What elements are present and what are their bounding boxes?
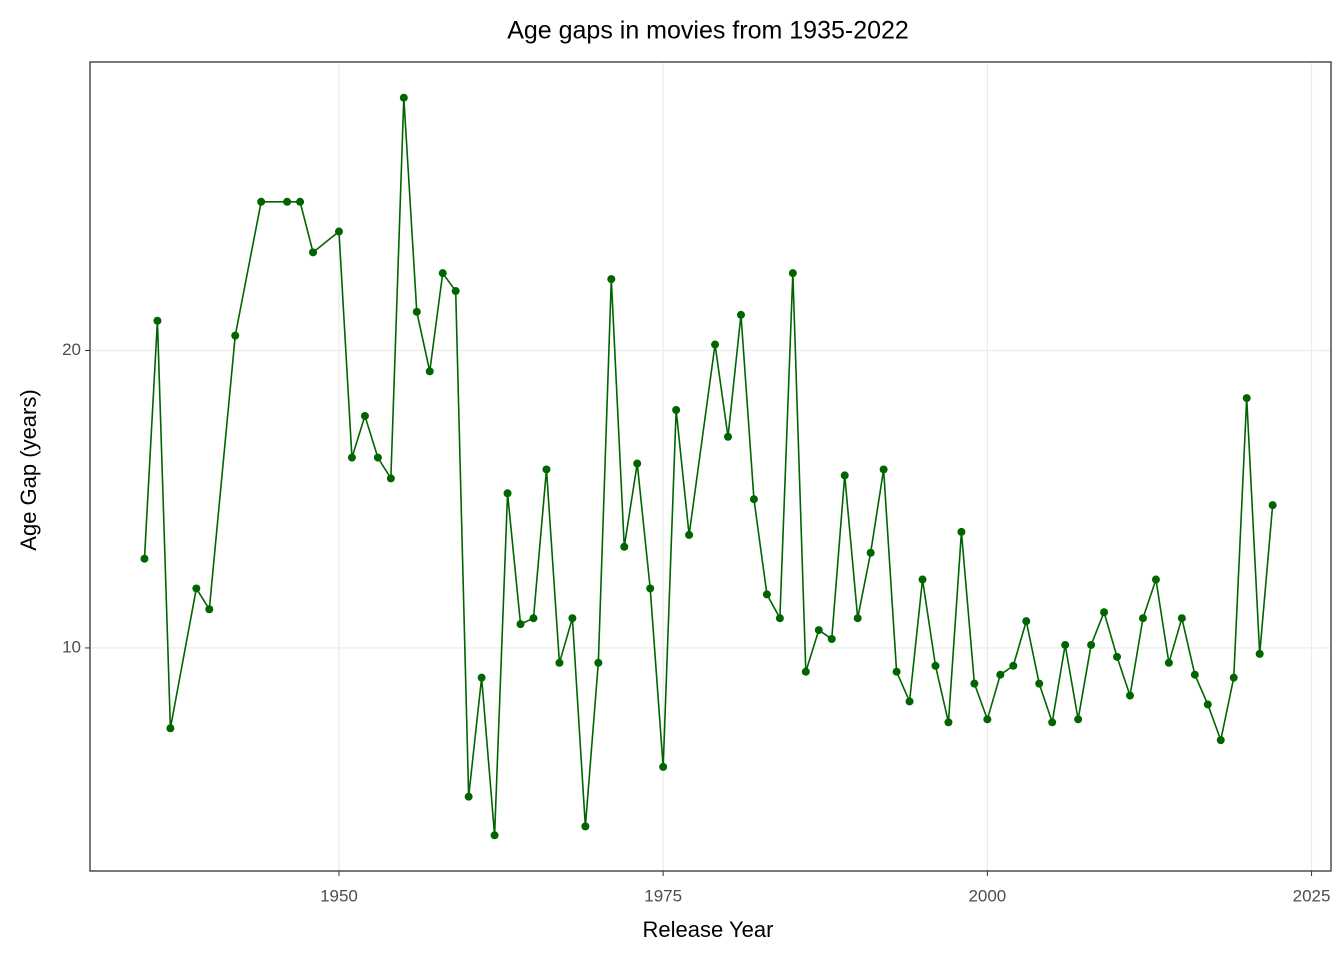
data-point [1087, 640, 1096, 649]
data-point [944, 718, 953, 727]
data-point [879, 465, 888, 474]
data-point [620, 542, 629, 551]
data-point [399, 93, 408, 102]
data-point [1022, 617, 1031, 626]
data-point [931, 661, 940, 670]
data-point [257, 197, 266, 206]
data-point [373, 453, 382, 462]
data-point [1138, 614, 1147, 623]
data-point [360, 411, 369, 420]
series-line [143, 97, 1274, 836]
data-point [1203, 700, 1212, 709]
data-point [581, 822, 590, 831]
data-point [1216, 736, 1225, 745]
data-point [840, 471, 849, 480]
data-point [905, 697, 914, 706]
data-point [412, 307, 421, 316]
data-point [853, 614, 862, 623]
data-point [296, 197, 305, 206]
data-point [672, 405, 681, 414]
plot-border [89, 61, 1332, 872]
data-point [490, 831, 499, 840]
x-tick-label: 1950 [320, 886, 358, 905]
data-point [1242, 394, 1251, 403]
data-point [736, 310, 745, 319]
x-tick-label: 2025 [1293, 886, 1331, 905]
data-point [1113, 652, 1122, 661]
data-point [1268, 501, 1277, 510]
data-point [140, 554, 149, 563]
data-point [1100, 608, 1109, 617]
data-point [529, 614, 538, 623]
data-point [814, 626, 823, 635]
data-point [438, 269, 447, 278]
data-point [516, 620, 525, 629]
chart-title: Age gaps in movies from 1935-2022 [507, 17, 909, 45]
data-point [594, 658, 603, 667]
data-point [983, 715, 992, 724]
data-point [555, 658, 564, 667]
data-point [231, 331, 240, 340]
data-point [918, 575, 927, 584]
data-point [451, 287, 460, 296]
data-point [1190, 670, 1199, 679]
data-point [762, 590, 771, 599]
data-point [1074, 715, 1083, 724]
y-tick-label: 10 [62, 637, 81, 656]
data-point [1009, 661, 1018, 670]
data-point [542, 465, 551, 474]
y-axis-label: Age Gap (years) [16, 389, 41, 550]
data-point [646, 584, 655, 593]
data-point [347, 453, 356, 462]
data-point [1164, 658, 1173, 667]
data-point [283, 197, 292, 206]
data-point [892, 667, 901, 676]
data-point [711, 340, 720, 349]
data-point [866, 548, 875, 557]
data-point [1229, 673, 1238, 682]
data-point [334, 227, 343, 236]
data-point [659, 762, 668, 771]
data-point [1061, 640, 1070, 649]
data-point [827, 635, 836, 644]
data-point [503, 489, 512, 498]
data-point [464, 792, 473, 801]
data-point [192, 584, 201, 593]
data-point [633, 459, 642, 468]
data-point [568, 614, 577, 623]
data-point [607, 275, 616, 284]
data-point [685, 530, 694, 539]
x-tick-label: 1975 [644, 886, 682, 905]
y-tick-label: 20 [62, 340, 81, 359]
data-point [788, 269, 797, 278]
data-point [1035, 679, 1044, 688]
x-tick-label: 2000 [968, 886, 1006, 905]
data-point [1151, 575, 1160, 584]
data-point [970, 679, 979, 688]
data-point [1048, 718, 1057, 727]
data-point [205, 605, 214, 614]
data-point [1177, 614, 1186, 623]
data-point [957, 527, 966, 536]
data-point [425, 367, 434, 376]
data-point [386, 474, 395, 483]
data-point [749, 495, 758, 504]
data-point [309, 248, 318, 257]
data-point [724, 432, 733, 441]
x-axis-label: Release Year [643, 917, 774, 942]
data-point [477, 673, 486, 682]
data-point [1126, 691, 1135, 700]
data-point [166, 724, 175, 733]
data-point [153, 316, 162, 325]
data-point [1255, 649, 1264, 658]
data-point [996, 670, 1005, 679]
data-point [775, 614, 784, 623]
data-point [801, 667, 810, 676]
